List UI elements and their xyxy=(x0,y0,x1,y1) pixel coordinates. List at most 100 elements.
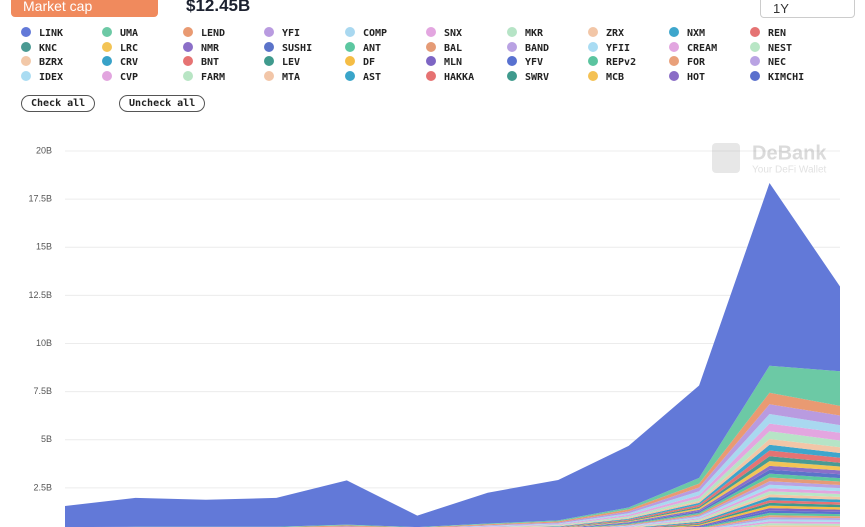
legend-dot xyxy=(102,27,112,37)
legend-label: LINK xyxy=(39,28,64,39)
legend-dot xyxy=(750,70,760,81)
legend-label: NXM xyxy=(687,28,706,39)
area xyxy=(706,515,840,527)
area xyxy=(593,477,840,527)
legend-dot xyxy=(426,41,436,52)
y-tick-label: 20B xyxy=(36,145,52,155)
legend-item[interactable]: BNT xyxy=(183,56,219,68)
area xyxy=(508,439,840,527)
legend-item[interactable]: HOT xyxy=(669,70,705,83)
legend-item[interactable]: NMR xyxy=(183,41,219,54)
legend-item[interactable]: SNX xyxy=(426,27,462,39)
area xyxy=(558,450,840,527)
legend-label: SWRV xyxy=(525,71,550,83)
legend-item[interactable]: REPv2 xyxy=(588,56,636,68)
y-tick-label: 7.5B xyxy=(33,386,52,396)
legend-item[interactable]: NEC xyxy=(750,56,786,68)
legend-dot xyxy=(21,56,31,66)
legend-item[interactable]: MLN xyxy=(426,56,462,68)
legend-item[interactable]: ANT xyxy=(345,41,381,54)
legend-label: HAKKA xyxy=(444,71,475,83)
legend-item[interactable]: NXM xyxy=(669,27,705,39)
area xyxy=(718,519,840,527)
legend-item[interactable]: LRC xyxy=(102,41,139,54)
legend-item[interactable]: YFII xyxy=(588,41,630,54)
area xyxy=(487,431,840,527)
legend-item[interactable]: MKR xyxy=(507,27,543,39)
legend-item[interactable]: REN xyxy=(750,27,786,39)
legend-dot xyxy=(264,27,274,37)
metric-button[interactable]: Market cap xyxy=(11,0,158,17)
legend-item[interactable]: KNC xyxy=(21,41,57,54)
legend-item[interactable]: CREAM xyxy=(669,41,717,54)
check-all-button[interactable]: Check all xyxy=(21,95,96,112)
legend-item[interactable]: MTA xyxy=(264,70,300,83)
legend-dot xyxy=(507,56,517,66)
legend-label: MKR xyxy=(525,28,544,39)
legend-item[interactable]: FARM xyxy=(183,70,226,83)
legend-item[interactable]: LINK xyxy=(21,27,63,39)
legend-item[interactable]: LEND xyxy=(183,27,225,39)
legend-dot xyxy=(21,70,31,81)
range-select[interactable]: 1Y xyxy=(760,0,855,18)
legend-item[interactable]: SWRV xyxy=(507,70,550,83)
area xyxy=(346,414,840,527)
legend-item[interactable]: COMP xyxy=(345,27,387,39)
legend-dot xyxy=(669,70,679,81)
legend-dot xyxy=(750,56,760,66)
legend-dot xyxy=(183,27,193,37)
legend-item[interactable]: NEST xyxy=(750,41,793,54)
legend-dot xyxy=(588,41,598,52)
legend-item[interactable]: YFI xyxy=(264,27,300,39)
area xyxy=(633,494,840,527)
legend-label: LRC xyxy=(120,42,139,54)
legend-item[interactable]: MCB xyxy=(588,70,624,83)
watermark: DeBank Your DeFi Wallet xyxy=(712,142,827,176)
y-tick-label: 12.5B xyxy=(28,290,52,300)
legend-item[interactable]: BZRX xyxy=(21,56,63,68)
area xyxy=(572,465,840,527)
area xyxy=(578,469,840,527)
legend-label: UMA xyxy=(120,28,139,39)
legend-dot xyxy=(102,41,112,52)
legend-label: FARM xyxy=(201,71,226,83)
legend-item[interactable]: KIMCHI xyxy=(750,70,804,83)
legend-item[interactable]: CRV xyxy=(102,56,138,68)
area xyxy=(601,481,840,527)
legend-label: YFV xyxy=(525,57,544,68)
legend-label: SNX xyxy=(444,28,463,39)
area xyxy=(567,461,840,527)
area xyxy=(470,423,840,527)
legend-item[interactable]: UMA xyxy=(102,27,138,39)
legend-dot xyxy=(21,27,31,37)
legend-dot xyxy=(21,41,31,52)
watermark-logo xyxy=(712,143,740,173)
legend-item[interactable]: DF xyxy=(345,56,375,68)
legend-dot xyxy=(345,27,355,37)
legend-dot xyxy=(507,27,517,37)
legend-label: BAL xyxy=(444,42,463,54)
legend-dot xyxy=(669,41,679,52)
legend-item[interactable]: YFV xyxy=(507,56,543,68)
legend-item[interactable]: HAKKA xyxy=(426,70,475,83)
legend-item[interactable]: FOR xyxy=(669,56,705,68)
legend-label: BNT xyxy=(201,57,220,68)
legend-dot xyxy=(426,70,436,81)
legend-item[interactable]: LEV xyxy=(264,56,300,68)
legend-label: NEC xyxy=(768,57,787,68)
area xyxy=(65,183,840,527)
area xyxy=(618,488,840,527)
area xyxy=(711,517,840,527)
legend-item[interactable]: ZRX xyxy=(588,27,624,39)
legend-label: REN xyxy=(768,28,787,39)
legend-item[interactable]: SUSHI xyxy=(264,41,312,54)
uncheck-all-button[interactable]: Uncheck all xyxy=(119,95,206,112)
legend-dot xyxy=(264,56,274,66)
legend-item[interactable]: BAL xyxy=(426,41,463,54)
legend-item[interactable]: BAND xyxy=(507,41,549,54)
legend-item[interactable]: IDEX xyxy=(21,70,63,83)
legend-item[interactable]: AST xyxy=(345,70,381,83)
legend-label: NEST xyxy=(768,42,793,54)
legend-item[interactable]: CVP xyxy=(102,70,138,83)
legend-dot xyxy=(750,27,760,37)
